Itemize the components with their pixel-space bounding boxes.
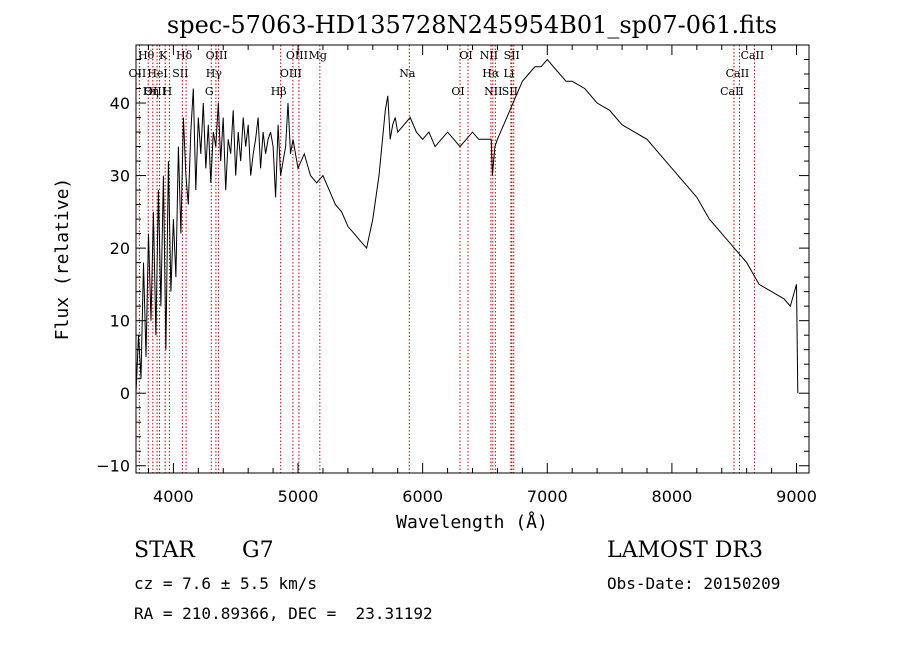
line-marker-label: HeI bbox=[147, 67, 167, 80]
line-marker-label: Hγ bbox=[206, 67, 223, 80]
plot-frame bbox=[135, 44, 810, 474]
x-axis-ticks: 4000 5000 6000 7000 8000 9000 bbox=[147, 45, 817, 506]
x-axis-label: Wavelength (Å) bbox=[396, 511, 548, 533]
spectrum-line bbox=[135, 58, 799, 394]
survey-name: LAMOST DR3 bbox=[607, 538, 763, 563]
line-marker-label: OIII bbox=[286, 49, 308, 62]
line-marker-label: CaII bbox=[741, 49, 765, 62]
x-tick-label: 7000 bbox=[527, 487, 568, 506]
line-marker-label: CaII bbox=[726, 67, 750, 80]
line-marker-label: Hα bbox=[482, 67, 500, 80]
y-tick-label: 20 bbox=[110, 239, 130, 258]
line-marker-label: Hβ bbox=[271, 85, 287, 98]
y-tick-label: 30 bbox=[110, 167, 130, 186]
emission-line-markers bbox=[138, 45, 755, 473]
line-marker-label: G bbox=[205, 85, 214, 98]
line-marker-label: OI bbox=[459, 49, 472, 62]
y-tick-label: −10 bbox=[96, 457, 130, 476]
sky-coordinates: RA = 210.89366, DEC = 23.31192 bbox=[134, 604, 433, 623]
chart-title: spec-57063-HD135728N245954B01_sp07-061.f… bbox=[167, 11, 777, 39]
x-tick-label: 4000 bbox=[153, 487, 194, 506]
y-axis-ticks: −10 0 10 20 30 40 bbox=[96, 59, 809, 476]
x-tick-label: 5000 bbox=[278, 487, 319, 506]
observation-date: Obs-Date: 20150209 bbox=[607, 574, 781, 593]
y-axis-label: Flux (relative) bbox=[52, 178, 73, 341]
line-marker-label: Mg bbox=[309, 49, 327, 62]
y-tick-label: 40 bbox=[110, 94, 130, 113]
line-marker-label: SII bbox=[172, 67, 188, 80]
emission-line-labels: HθOIIOIIIKHeIHηHδSIIHOIIIHγGOIIIOIIIHβMg… bbox=[129, 49, 765, 98]
line-marker-label: OI bbox=[451, 85, 464, 98]
line-marker-label: NII bbox=[480, 49, 498, 62]
line-marker-label: OIII bbox=[144, 85, 166, 98]
line-marker-label: OIII bbox=[280, 67, 302, 80]
line-marker-label: NII bbox=[484, 85, 502, 98]
y-tick-label: 0 bbox=[120, 384, 130, 403]
object-subclass: G7 bbox=[242, 538, 274, 563]
line-marker-label: Li bbox=[503, 67, 514, 80]
line-marker-label: SII bbox=[502, 85, 518, 98]
y-tick-label: 10 bbox=[110, 312, 130, 331]
x-tick-label: 6000 bbox=[402, 487, 443, 506]
line-marker-label: OIII bbox=[206, 49, 228, 62]
line-marker-label: SII bbox=[504, 49, 520, 62]
line-marker-label: K bbox=[159, 49, 168, 62]
object-class: STAR bbox=[134, 538, 195, 563]
line-marker-label: CaII bbox=[720, 85, 744, 98]
line-marker-label: Hη bbox=[143, 85, 159, 98]
redshift-velocity: cz = 7.6 ± 5.5 km/s bbox=[134, 574, 318, 593]
line-marker-label: Na bbox=[399, 67, 416, 80]
line-marker-label: H bbox=[163, 85, 173, 98]
x-tick-label: 9000 bbox=[776, 487, 817, 506]
x-tick-label: 8000 bbox=[652, 487, 693, 506]
line-marker-label: Hθ bbox=[138, 49, 155, 62]
line-marker-label: OII bbox=[129, 67, 147, 80]
line-marker-label: Hδ bbox=[176, 49, 193, 62]
